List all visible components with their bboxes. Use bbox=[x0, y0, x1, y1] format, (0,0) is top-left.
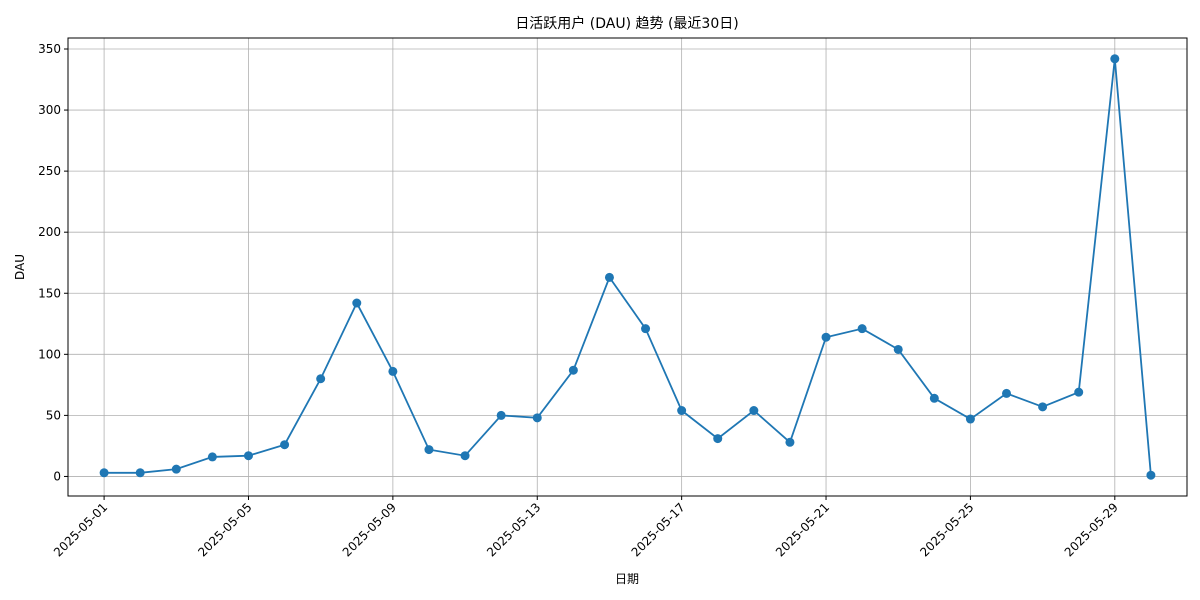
y-tick-label: 200 bbox=[38, 225, 61, 239]
x-tick-label: 2025-05-25 bbox=[917, 500, 976, 559]
data-point bbox=[135, 468, 145, 478]
grid-lines bbox=[68, 38, 1187, 496]
x-tick-label: 2025-05-21 bbox=[773, 500, 832, 559]
data-point bbox=[388, 366, 398, 376]
data-points bbox=[99, 54, 1156, 480]
data-point bbox=[821, 332, 831, 342]
y-tick-label: 50 bbox=[46, 408, 61, 422]
series-line bbox=[104, 58, 1152, 476]
data-point bbox=[1074, 387, 1084, 397]
data-point bbox=[243, 451, 253, 461]
x-tick-label: 2025-05-17 bbox=[629, 500, 688, 559]
data-point bbox=[352, 298, 362, 308]
data-point bbox=[641, 324, 651, 334]
x-axis-label: 日期 bbox=[615, 572, 639, 586]
x-tick-label: 2025-05-01 bbox=[51, 500, 110, 559]
data-point bbox=[1146, 470, 1156, 480]
data-point bbox=[171, 464, 181, 474]
data-point bbox=[424, 445, 434, 455]
y-axis-ticks: 0 50 100 150 200 250 300 350 bbox=[38, 42, 68, 483]
data-point bbox=[713, 434, 723, 444]
data-point bbox=[749, 406, 759, 416]
chart-title: 日活跃用户 (DAU) 趋势 (最近30日) bbox=[515, 15, 738, 32]
data-point bbox=[965, 414, 975, 424]
data-point bbox=[929, 393, 939, 403]
data-point bbox=[1110, 54, 1120, 64]
data-point bbox=[893, 344, 903, 354]
y-tick-label: 100 bbox=[38, 347, 61, 361]
plot-frame bbox=[67, 37, 1188, 497]
data-point bbox=[1002, 388, 1012, 398]
data-point bbox=[532, 413, 542, 423]
x-axis-ticks: 2025-05-01 2025-05-05 2025-05-09 2025-05-13… bbox=[51, 496, 1121, 559]
x-tick-label: 2025-05-09 bbox=[340, 500, 399, 559]
y-tick-label: 300 bbox=[38, 103, 61, 117]
data-point bbox=[316, 374, 326, 384]
data-point bbox=[1038, 402, 1048, 412]
data-point bbox=[207, 452, 217, 462]
data-point bbox=[568, 365, 578, 375]
data-point bbox=[99, 468, 109, 478]
y-tick-label: 150 bbox=[38, 286, 61, 300]
y-tick-label: 350 bbox=[38, 42, 61, 56]
data-point bbox=[280, 440, 290, 450]
data-point bbox=[496, 410, 506, 420]
data-point bbox=[604, 272, 614, 282]
data-point bbox=[785, 437, 795, 447]
y-tick-label: 0 bbox=[53, 469, 61, 483]
x-tick-label: 2025-05-05 bbox=[195, 500, 254, 559]
data-point bbox=[460, 451, 470, 461]
y-tick-label: 250 bbox=[38, 164, 61, 178]
data-point bbox=[677, 406, 687, 416]
data-point bbox=[857, 324, 867, 334]
x-tick-label: 2025-05-29 bbox=[1062, 500, 1121, 559]
y-axis-label: DAU bbox=[13, 254, 27, 280]
x-tick-label: 2025-05-13 bbox=[484, 500, 543, 559]
